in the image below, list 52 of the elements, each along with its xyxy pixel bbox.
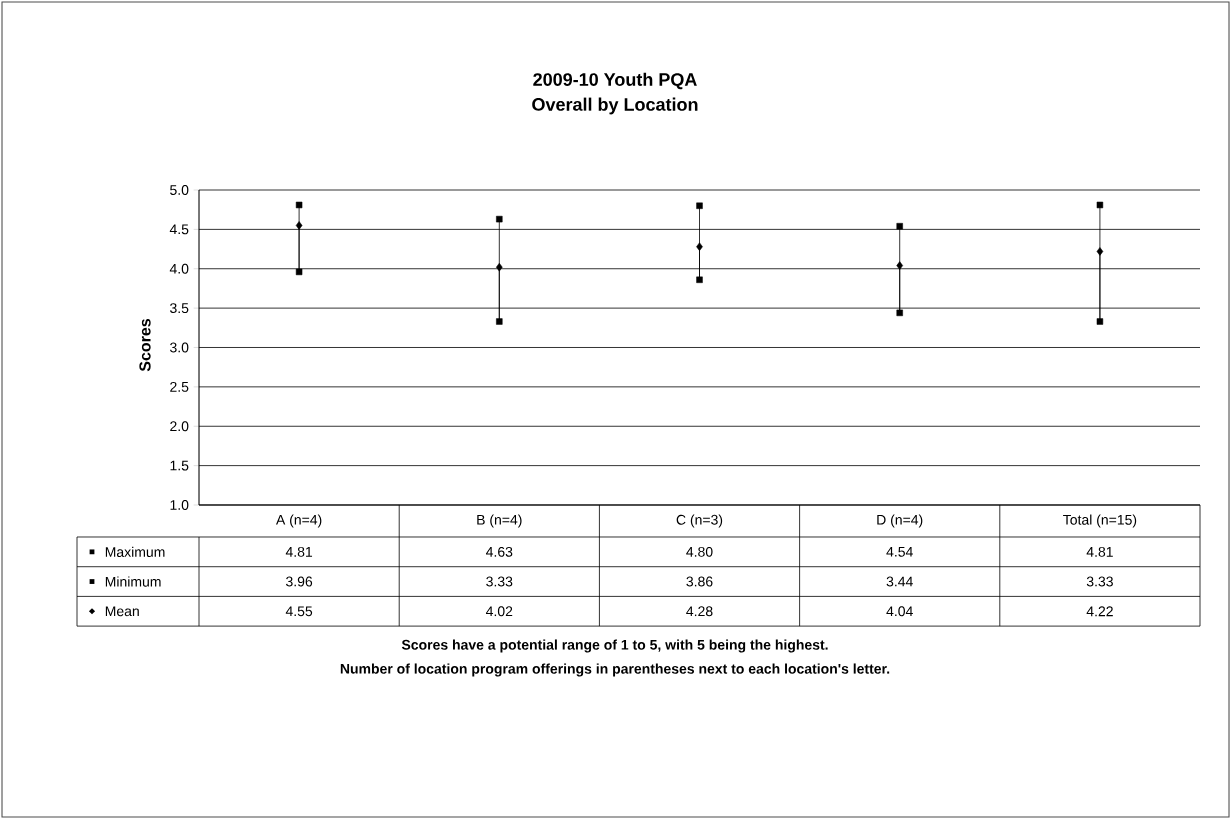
y-axis-title: Scores [139, 318, 151, 372]
chart-subtitle: Overall by Location [532, 97, 698, 115]
data-label: 3.33 [486, 576, 513, 587]
legend-label: Minimum [105, 576, 161, 587]
data-label: 4.04 [886, 606, 913, 617]
data-label: 3.44 [886, 576, 913, 587]
point [896, 309, 903, 317]
data-label: 4.02 [485, 606, 513, 617]
text: Number of location program offerings in parentheses next to each location's letter. [340, 663, 890, 677]
point [696, 242, 703, 251]
data-label: 4.80 [686, 546, 713, 557]
data-label: 4.54 [886, 546, 913, 557]
point [496, 215, 503, 223]
data-label: 4.81 [1086, 546, 1113, 557]
legend-label: Mean [105, 606, 139, 617]
y-tick-label: 1.5 [170, 460, 189, 471]
x-tick-label: C (n=3) [676, 514, 723, 528]
point [496, 262, 503, 272]
data-label: 4.28 [686, 606, 713, 617]
chart-title: 2009-10 Youth PQA [533, 72, 697, 90]
text: Scores have a potential range of 1 to 5, with 5 being the highest. [401, 639, 828, 653]
x-tick-label: B (n=4) [477, 514, 522, 528]
point [896, 223, 903, 230]
data-label: 3.86 [686, 576, 713, 587]
point [1096, 201, 1104, 209]
x-tick-label: D (n=4) [877, 514, 923, 528]
point [295, 201, 303, 209]
y-tick-label: 2.0 [170, 421, 189, 432]
y-tick-label: 4.0 [169, 263, 189, 274]
y-tick-label: 4.5 [169, 224, 189, 235]
y-tick-label: 1.0 [170, 500, 189, 510]
data-label: 4.63 [485, 546, 513, 557]
point [295, 221, 303, 230]
data-label: 4.81 [285, 546, 313, 557]
point [896, 261, 903, 270]
point [1096, 247, 1104, 256]
y-tick-label: 3.5 [170, 303, 189, 314]
data-label: 3.33 [1086, 576, 1113, 587]
point [696, 202, 703, 209]
legend-label: Maximum [105, 546, 165, 557]
data-label: 4.55 [285, 606, 313, 617]
point [496, 318, 503, 325]
y-tick-label: 2.5 [170, 381, 189, 392]
point [696, 276, 703, 283]
data-label: 4.22 [1086, 606, 1113, 617]
data-label: 3.96 [286, 576, 313, 587]
point [1096, 318, 1104, 325]
x-tick-label: A (n=4) [275, 514, 322, 528]
x-tick-label: Total (n=15) [1063, 514, 1137, 528]
y-tick-label: 5.0 [170, 185, 189, 195]
point [295, 268, 303, 276]
y-tick-label: 3.0 [170, 342, 189, 353]
